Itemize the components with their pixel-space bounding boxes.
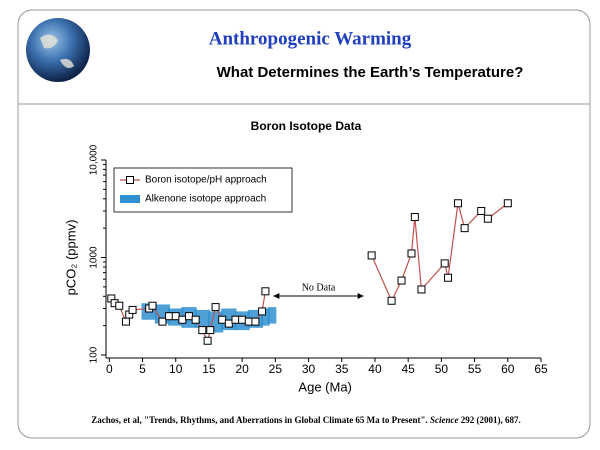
point-marker: [206, 326, 215, 335]
x-tick-label: 35: [335, 362, 349, 376]
y-tick-label: 10,000: [89, 144, 100, 175]
legend-label: Alkenone isotope approach: [145, 194, 266, 205]
point-marker: [410, 213, 419, 222]
x-tick-label: 5: [139, 362, 146, 376]
x-tick-label: 10: [169, 362, 183, 376]
point-marker: [185, 312, 194, 321]
point-marker: [171, 312, 180, 321]
legend-box: [113, 167, 293, 213]
point-marker: [503, 199, 512, 208]
earth-image: [26, 18, 90, 82]
point-marker: [483, 214, 492, 223]
y-axis-label: pCO₂ (ppmv): [63, 220, 78, 296]
x-tick-label: 50: [435, 362, 449, 376]
point-marker: [203, 336, 212, 345]
point-marker: [165, 312, 174, 321]
point-marker: [148, 301, 157, 310]
earth-clouds: [40, 34, 74, 68]
point-marker: [444, 273, 453, 282]
point-marker: [191, 315, 200, 324]
y-tick-label: 100: [89, 346, 100, 363]
title: Anthropogenic Warming: [209, 28, 412, 49]
point-marker: [128, 305, 137, 314]
x-tick-label: 40: [368, 362, 382, 376]
x-tick-label: 60: [501, 362, 515, 376]
point-marker: [218, 315, 227, 324]
point-marker: [477, 206, 486, 215]
citation-text: 292 (2001), 687.: [459, 415, 521, 425]
annotation: No Data: [302, 282, 336, 293]
y-tick-label: 1000: [89, 246, 100, 269]
x-axis-label: Age (Ma): [298, 379, 351, 394]
point-marker: [238, 315, 247, 324]
chart-title: Boron Isotope Data: [251, 119, 362, 133]
point-marker: [158, 317, 167, 326]
point-marker: [453, 199, 462, 208]
citation-text: Zachos, et al, "Trends, Rhythms, and Abe…: [91, 415, 430, 425]
x-tick-label: 65: [534, 362, 548, 376]
point-marker: [417, 285, 426, 294]
point-marker: [258, 307, 267, 316]
x-tick-label: 45: [401, 362, 415, 376]
point-marker: [244, 317, 253, 326]
legend-label: Boron isotope/pH approach: [145, 175, 267, 186]
point-marker: [460, 224, 469, 233]
x-tick-label: 0: [106, 362, 113, 376]
legend-swatch: [120, 195, 140, 203]
x-tick-label: 20: [235, 362, 249, 376]
point-marker: [397, 276, 406, 285]
plot: 0 5 10 15 20 25 30 35 40 45 50 55 60 65 100 1000 10,000 A…: [63, 144, 548, 394]
x-tick-label: 25: [269, 362, 283, 376]
citation: Zachos, et al, "Trends, Rhythms, and Abe…: [91, 415, 521, 425]
subtitle: What Determines the Earth’s Temperature?: [217, 64, 524, 81]
x-tick-label: 15: [202, 362, 216, 376]
point-marker: [224, 319, 233, 328]
legend-marker: [126, 176, 134, 184]
point-marker: [211, 303, 220, 312]
point-marker: [387, 296, 396, 305]
point-marker: [121, 317, 130, 326]
band-segment: [267, 307, 277, 324]
x-tick-label: 30: [302, 362, 316, 376]
point-marker: [231, 315, 240, 324]
point-marker: [407, 249, 416, 258]
point-marker: [115, 301, 124, 310]
point-marker: [198, 326, 207, 335]
slide-border: [17, 9, 591, 439]
point-marker: [440, 259, 449, 268]
citation-journal: Science: [430, 415, 459, 425]
point-marker: [178, 315, 187, 324]
band-segment: [261, 308, 270, 326]
point-marker: [367, 251, 376, 260]
point-marker: [261, 287, 270, 296]
point-marker: [251, 317, 260, 326]
x-tick-label: 55: [468, 362, 482, 376]
